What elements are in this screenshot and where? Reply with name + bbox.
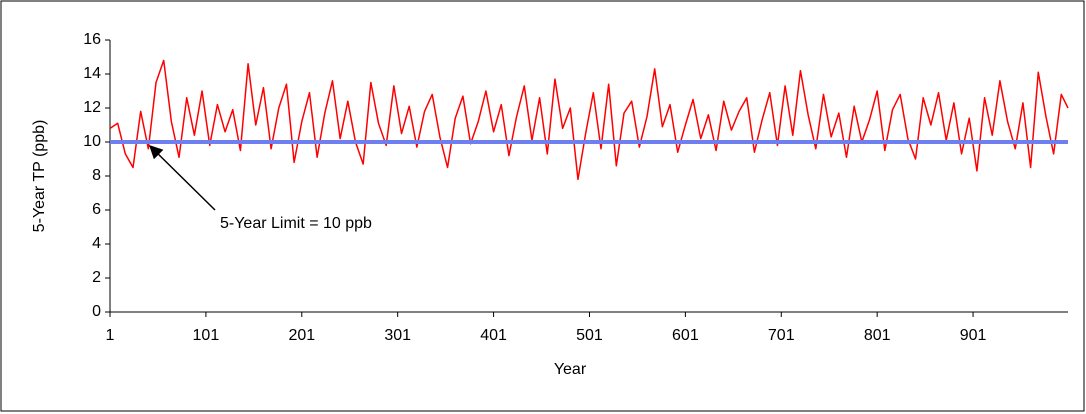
annotation-arrow bbox=[149, 145, 216, 211]
y-tick-label: 0 bbox=[92, 303, 101, 320]
x-tick-label: 401 bbox=[480, 327, 507, 344]
x-tick-label: 601 bbox=[672, 327, 699, 344]
x-tick-label: 801 bbox=[864, 327, 891, 344]
x-tick-label: 901 bbox=[960, 327, 987, 344]
y-tick-label: 8 bbox=[92, 167, 101, 184]
y-tick-label: 6 bbox=[92, 201, 101, 218]
y-tick-label: 12 bbox=[83, 99, 101, 116]
y-tick-label: 10 bbox=[83, 133, 101, 150]
y-tick-label: 16 bbox=[83, 31, 101, 48]
x-tick-label: 701 bbox=[768, 327, 795, 344]
x-tick-label: 501 bbox=[576, 327, 603, 344]
x-tick-label: 101 bbox=[193, 327, 220, 344]
y-tick-label: 2 bbox=[92, 269, 101, 286]
y-tick-label: 4 bbox=[92, 235, 101, 252]
y-axis-label: 5-Year TP (ppb) bbox=[31, 120, 48, 233]
x-tick-label: 1 bbox=[106, 327, 115, 344]
x-axis-label: Year bbox=[554, 361, 587, 378]
x-tick-label: 201 bbox=[288, 327, 315, 344]
annotation: 5-Year Limit = 10 ppb bbox=[220, 215, 372, 232]
y-tick-label: 14 bbox=[83, 65, 101, 82]
x-tick-label: 301 bbox=[384, 327, 411, 344]
